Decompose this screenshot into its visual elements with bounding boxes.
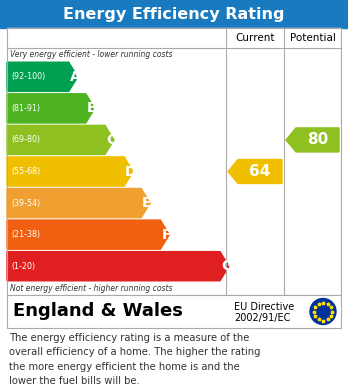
- Text: (55-68): (55-68): [11, 167, 40, 176]
- Text: Current: Current: [235, 33, 275, 43]
- Text: B: B: [87, 101, 97, 115]
- Bar: [7, 295, 341, 328]
- Text: A: A: [70, 70, 80, 84]
- Text: (21-38): (21-38): [11, 230, 40, 239]
- Text: E: E: [142, 196, 152, 210]
- Text: The energy efficiency rating is a measure of the
overall efficiency of a home. T: The energy efficiency rating is a measur…: [9, 333, 261, 386]
- Text: (69-80): (69-80): [11, 135, 40, 144]
- Text: Potential: Potential: [290, 33, 335, 43]
- Text: Not energy efficient - higher running costs: Not energy efficient - higher running co…: [10, 284, 173, 293]
- Polygon shape: [7, 94, 95, 123]
- Text: (81-91): (81-91): [11, 104, 40, 113]
- Text: G: G: [221, 259, 232, 273]
- Text: (92-100): (92-100): [11, 72, 45, 81]
- Bar: [7, 28, 341, 48]
- Text: (39-54): (39-54): [11, 199, 40, 208]
- Polygon shape: [7, 62, 78, 91]
- Bar: [0, 0, 348, 28]
- Polygon shape: [228, 160, 282, 183]
- Polygon shape: [7, 252, 229, 281]
- Polygon shape: [7, 126, 114, 154]
- Text: 80: 80: [307, 133, 328, 147]
- Text: F: F: [161, 228, 171, 242]
- Circle shape: [310, 298, 336, 325]
- Text: Very energy efficient - lower running costs: Very energy efficient - lower running co…: [10, 50, 173, 59]
- Text: D: D: [125, 165, 137, 179]
- Polygon shape: [286, 128, 339, 152]
- Text: C: C: [106, 133, 116, 147]
- Polygon shape: [7, 220, 169, 249]
- Polygon shape: [7, 157, 133, 186]
- Bar: [7, 28, 341, 295]
- Text: 64: 64: [249, 164, 271, 179]
- Text: 2002/91/EC: 2002/91/EC: [234, 312, 290, 323]
- Polygon shape: [7, 188, 150, 218]
- Text: England & Wales: England & Wales: [13, 303, 183, 321]
- Text: EU Directive: EU Directive: [234, 301, 294, 312]
- Text: (1-20): (1-20): [11, 262, 35, 271]
- Text: Energy Efficiency Rating: Energy Efficiency Rating: [63, 7, 285, 22]
